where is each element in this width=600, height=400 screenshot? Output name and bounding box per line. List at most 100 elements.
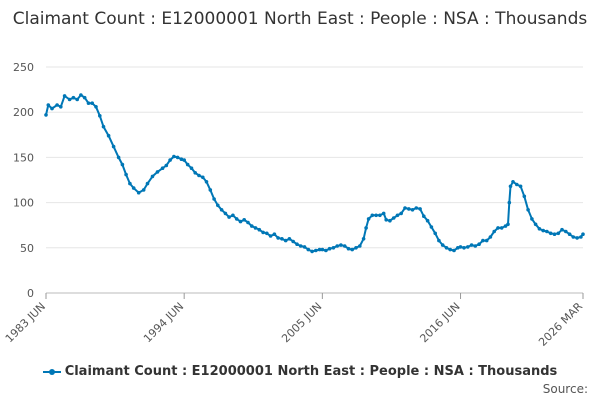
- data-point[interactable]: [128, 181, 132, 186]
- data-point[interactable]: [59, 105, 63, 109]
- data-point[interactable]: [145, 181, 150, 186]
- data-point[interactable]: [579, 235, 583, 239]
- data-point[interactable]: [484, 238, 489, 243]
- data-point[interactable]: [86, 101, 91, 105]
- data-point[interactable]: [227, 215, 231, 219]
- data-point[interactable]: [541, 228, 545, 233]
- data-point[interactable]: [361, 237, 366, 241]
- data-point[interactable]: [55, 103, 59, 107]
- data-point[interactable]: [508, 184, 513, 189]
- data-point[interactable]: [116, 155, 121, 160]
- data-point[interactable]: [302, 245, 307, 249]
- data-point[interactable]: [496, 226, 500, 230]
- data-point[interactable]: [219, 208, 224, 212]
- data-point[interactable]: [106, 133, 111, 138]
- data-point[interactable]: [197, 173, 201, 178]
- data-point[interactable]: [175, 155, 180, 160]
- data-point[interactable]: [418, 207, 422, 211]
- data-point[interactable]: [212, 197, 216, 201]
- data-point[interactable]: [141, 188, 146, 192]
- data-point[interactable]: [62, 94, 67, 98]
- data-point[interactable]: [414, 206, 419, 210]
- data-point[interactable]: [331, 246, 336, 250]
- data-point[interactable]: [407, 207, 411, 211]
- data-point[interactable]: [350, 247, 355, 252]
- data-point[interactable]: [507, 200, 512, 205]
- data-point[interactable]: [327, 246, 332, 251]
- data-point[interactable]: [189, 166, 194, 170]
- data-point[interactable]: [182, 158, 186, 162]
- data-point[interactable]: [67, 97, 72, 102]
- data-point[interactable]: [469, 243, 474, 247]
- data-point[interactable]: [575, 236, 579, 240]
- data-point[interactable]: [306, 247, 311, 252]
- data-point[interactable]: [50, 106, 54, 111]
- data-point[interactable]: [560, 227, 564, 232]
- data-point[interactable]: [246, 220, 250, 225]
- data-point[interactable]: [545, 229, 549, 234]
- data-point[interactable]: [342, 244, 347, 248]
- data-point[interactable]: [466, 245, 470, 249]
- data-point[interactable]: [257, 227, 262, 232]
- data-point[interactable]: [324, 248, 328, 253]
- data-point[interactable]: [193, 171, 197, 175]
- data-point[interactable]: [452, 248, 456, 253]
- data-point[interactable]: [473, 244, 478, 248]
- data-point[interactable]: [231, 213, 235, 218]
- data-point[interactable]: [75, 97, 79, 102]
- data-point[interactable]: [339, 243, 343, 247]
- data-point[interactable]: [395, 213, 400, 218]
- data-point[interactable]: [238, 219, 243, 224]
- data-point[interactable]: [253, 226, 258, 230]
- data-point[interactable]: [556, 231, 561, 236]
- data-point[interactable]: [564, 229, 568, 234]
- data-point[interactable]: [94, 105, 98, 109]
- data-point[interactable]: [295, 242, 299, 246]
- data-point[interactable]: [280, 237, 284, 241]
- data-point[interactable]: [276, 236, 280, 240]
- data-point[interactable]: [242, 218, 246, 222]
- data-point[interactable]: [272, 232, 277, 236]
- data-point[interactable]: [179, 157, 184, 161]
- data-point[interactable]: [358, 244, 362, 248]
- data-point[interactable]: [204, 180, 209, 184]
- data-point[interactable]: [98, 114, 102, 118]
- data-point[interactable]: [366, 217, 371, 221]
- data-point[interactable]: [364, 226, 368, 230]
- data-point[interactable]: [164, 163, 169, 168]
- data-point[interactable]: [533, 222, 538, 227]
- data-point[interactable]: [506, 222, 510, 227]
- data-point[interactable]: [462, 246, 466, 250]
- data-point[interactable]: [287, 237, 292, 241]
- data-point[interactable]: [526, 208, 530, 212]
- data-point[interactable]: [82, 95, 87, 100]
- data-point[interactable]: [381, 211, 386, 216]
- data-point[interactable]: [440, 243, 445, 247]
- data-point[interactable]: [481, 238, 485, 243]
- data-point[interactable]: [168, 158, 172, 162]
- data-point[interactable]: [298, 244, 303, 248]
- data-point[interactable]: [317, 247, 322, 252]
- data-point[interactable]: [567, 232, 572, 236]
- data-point[interactable]: [403, 206, 407, 210]
- data-point[interactable]: [571, 235, 576, 239]
- data-point[interactable]: [268, 234, 273, 238]
- data-point[interactable]: [429, 225, 434, 229]
- data-point[interactable]: [410, 208, 415, 212]
- data-point[interactable]: [433, 231, 438, 236]
- data-point[interactable]: [530, 217, 534, 221]
- data-point[interactable]: [388, 218, 392, 223]
- data-point[interactable]: [320, 247, 325, 252]
- data-point[interactable]: [515, 182, 519, 187]
- data-point[interactable]: [44, 113, 48, 117]
- data-point[interactable]: [79, 93, 83, 97]
- data-point[interactable]: [71, 95, 76, 100]
- data-point[interactable]: [448, 247, 453, 252]
- data-point[interactable]: [291, 239, 296, 244]
- data-point[interactable]: [250, 224, 254, 228]
- data-point[interactable]: [310, 249, 314, 254]
- data-point[interactable]: [111, 144, 116, 149]
- data-point[interactable]: [391, 216, 396, 220]
- data-point[interactable]: [488, 235, 493, 239]
- data-point[interactable]: [160, 166, 165, 170]
